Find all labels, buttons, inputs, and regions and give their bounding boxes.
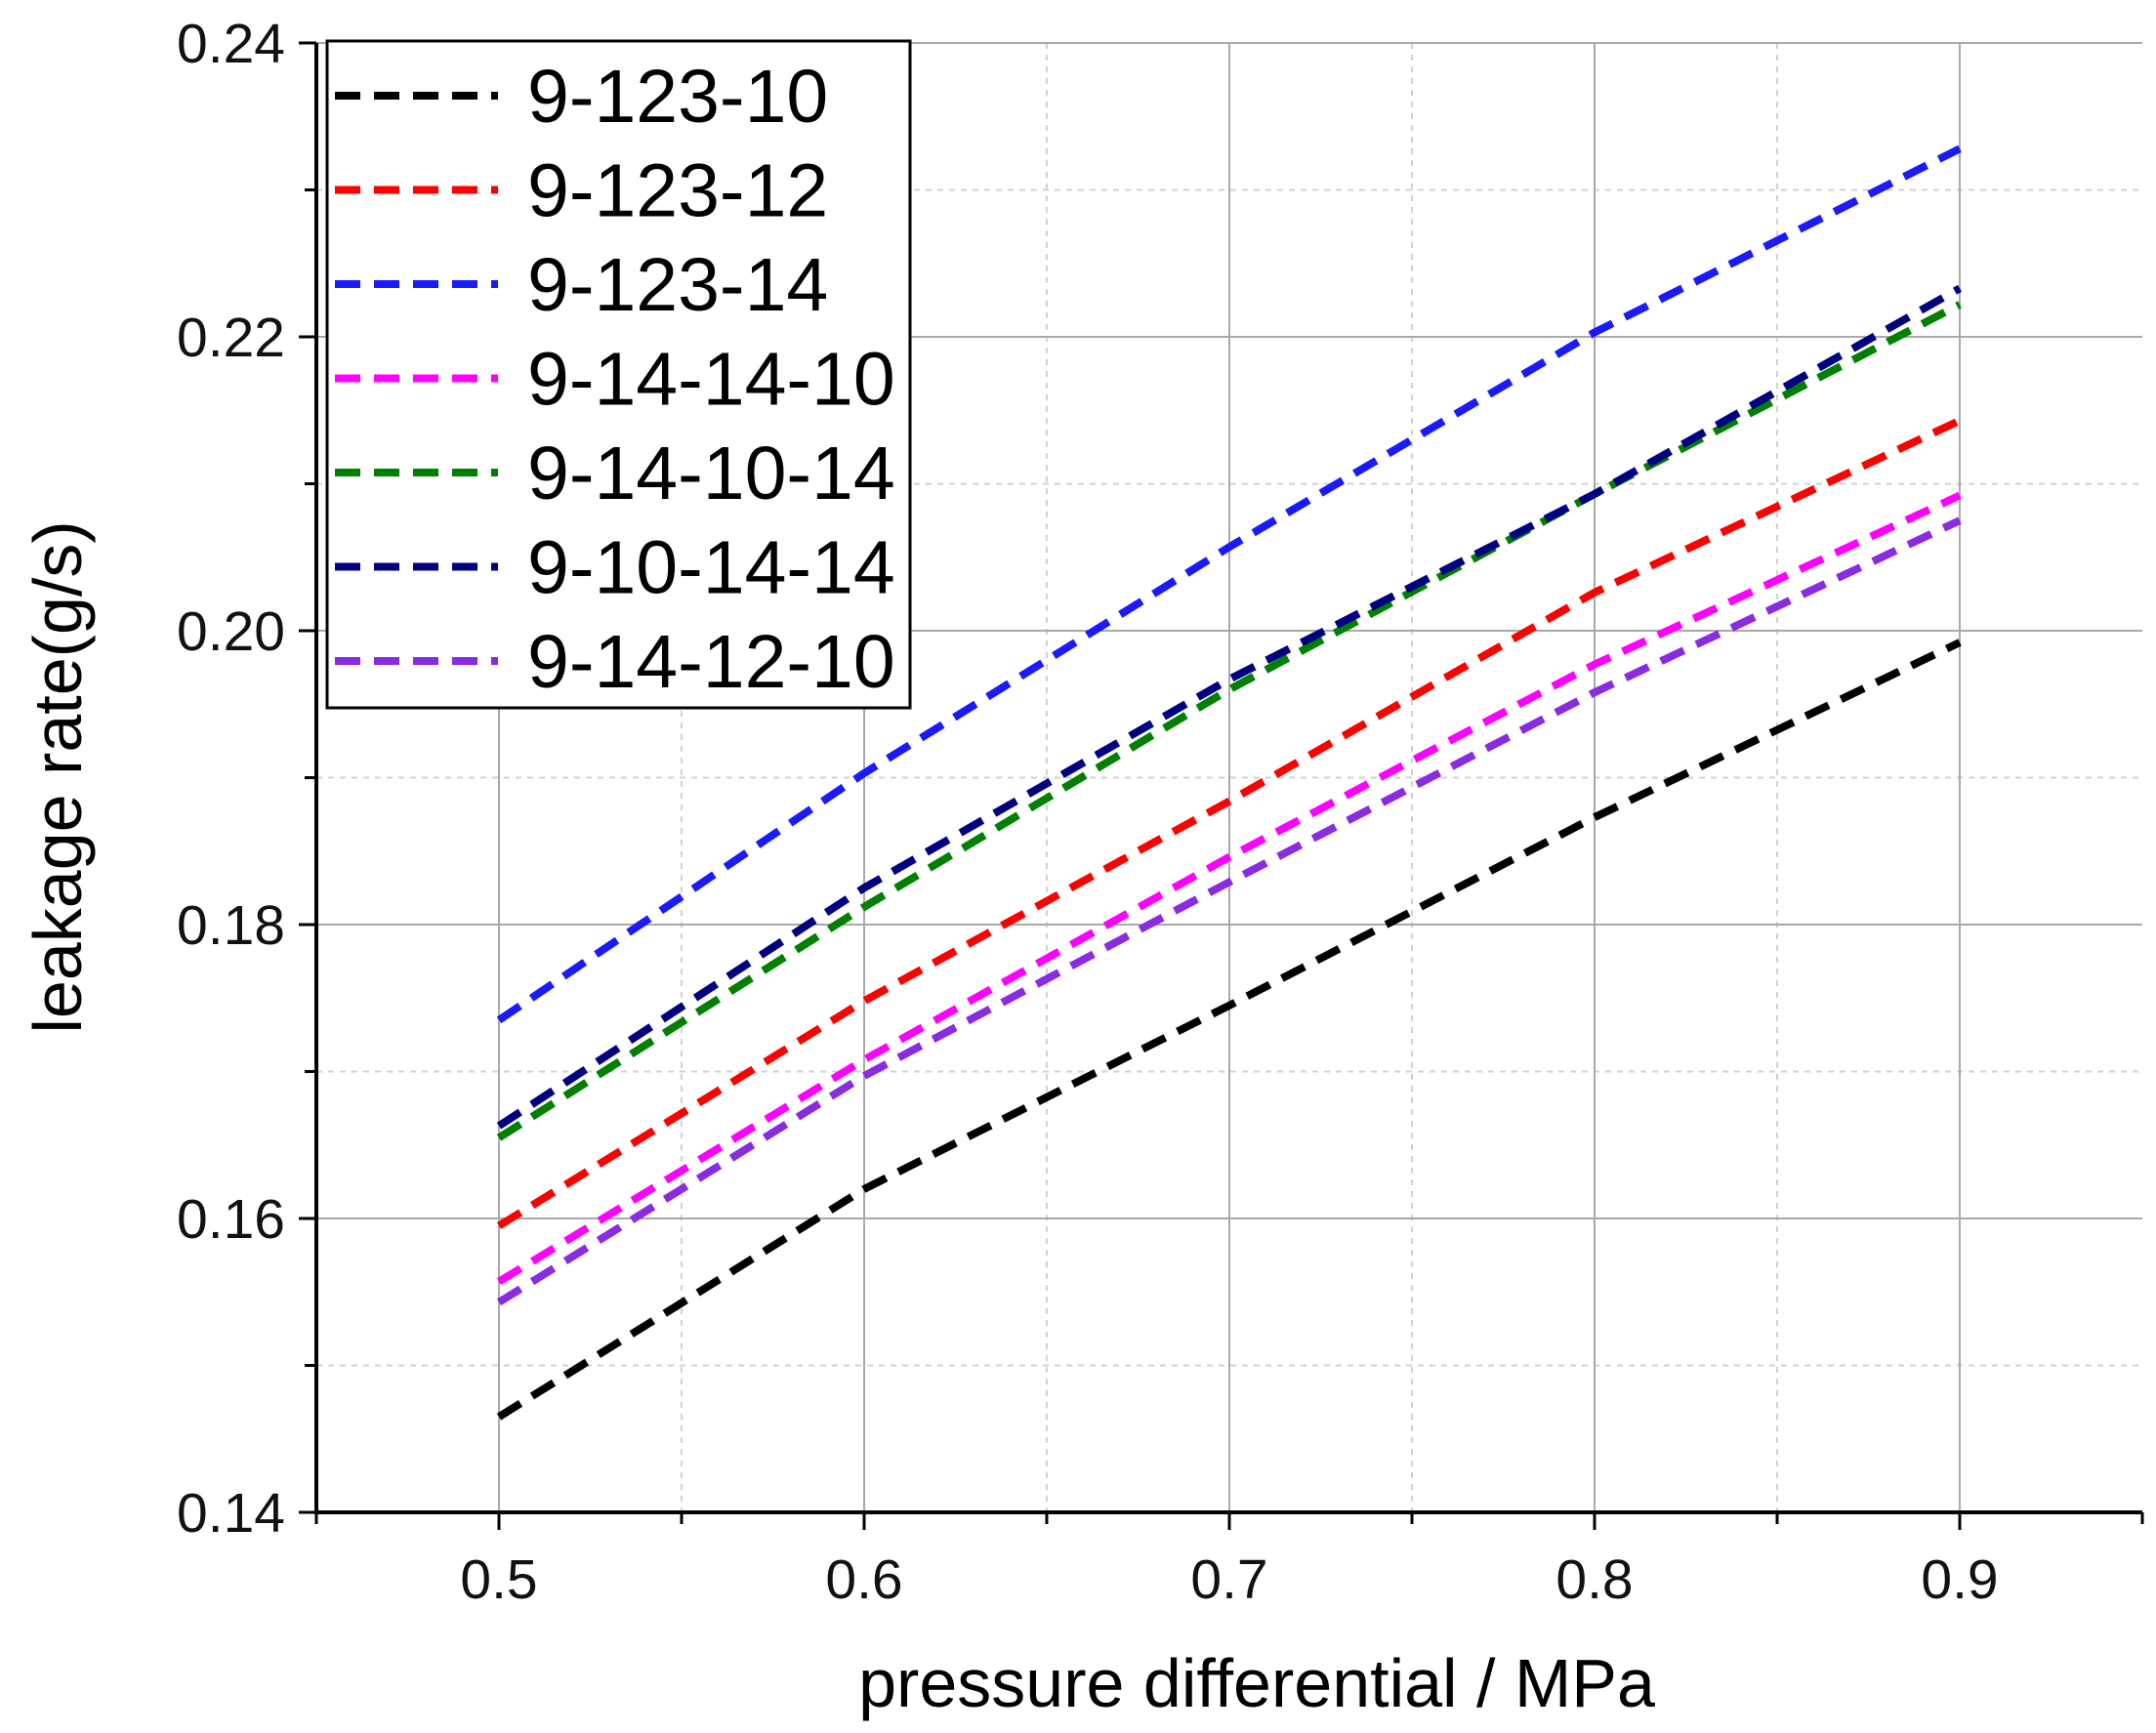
series-line-9-10-14-14 [496,284,1962,1130]
y-tick-label: 0.20 [177,600,285,663]
legend: 9-123-10 9-123-12 9-123-14 9-14-14-10 9-14-1… [325,39,912,710]
series-lines [496,144,1962,1421]
x-tick-label: 0.6 [825,1548,902,1611]
x-tick-label: 0.9 [1921,1548,1998,1611]
legend-label: 9-10-14-14 [527,526,895,610]
y-axis-title: leakage rate(g/s) [20,520,96,1033]
x-axis-title: pressure differential / MPa [858,1645,1655,1721]
legend-label: 9-123-14 [527,243,828,327]
x-tick-label: 0.8 [1555,1548,1633,1611]
x-tick-label: 0.5 [460,1548,537,1611]
series-line-9-14-10-14 [496,301,1962,1141]
ticks: 0.5 0.6 0.7 0.8 0.9 0.14 0.16 0.18 0.20 0.22 0.24 [177,13,2144,1611]
legend-label: 9-14-10-14 [527,432,895,516]
legend-label: 9-123-10 [527,55,828,139]
y-tick-label: 0.16 [177,1188,285,1251]
y-tick-label: 0.14 [177,1482,285,1545]
y-tick-label: 0.24 [177,13,285,75]
legend-label: 9-14-14-10 [527,338,895,422]
legend-label: 9-14-12-10 [527,620,895,704]
legend-label: 9-123-12 [527,149,828,233]
y-tick-label: 0.22 [177,307,285,369]
x-tick-label: 0.7 [1190,1548,1267,1611]
y-tick-label: 0.18 [177,894,285,957]
